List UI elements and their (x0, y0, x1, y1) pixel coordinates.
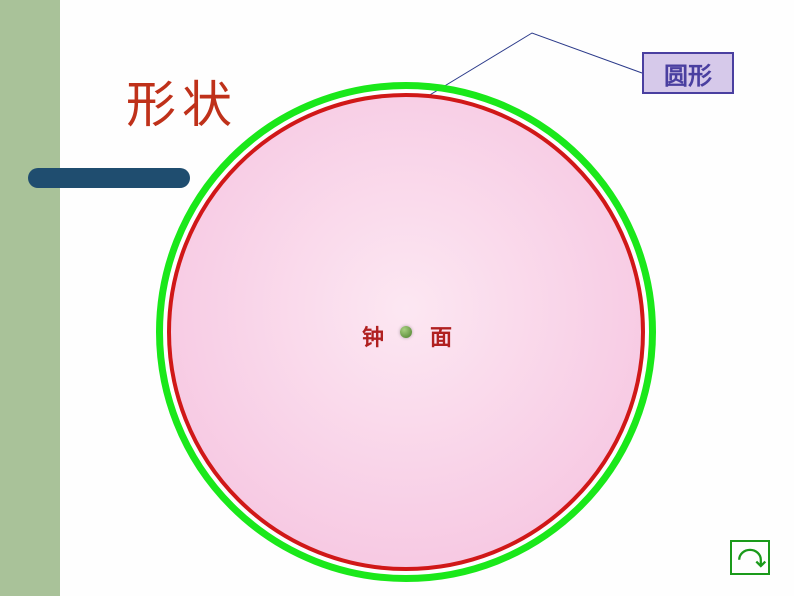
slide: 形状 圆形 钟 面 (0, 0, 794, 596)
center-dot (400, 326, 412, 338)
clock-text-right: 面 (430, 320, 452, 352)
clock-face-diagram: 钟 面 (156, 82, 656, 582)
clock-text-left: 钟 (362, 320, 384, 352)
return-icon (732, 540, 768, 575)
shape-label-text: 圆形 (664, 56, 712, 91)
return-button[interactable] (730, 540, 770, 575)
